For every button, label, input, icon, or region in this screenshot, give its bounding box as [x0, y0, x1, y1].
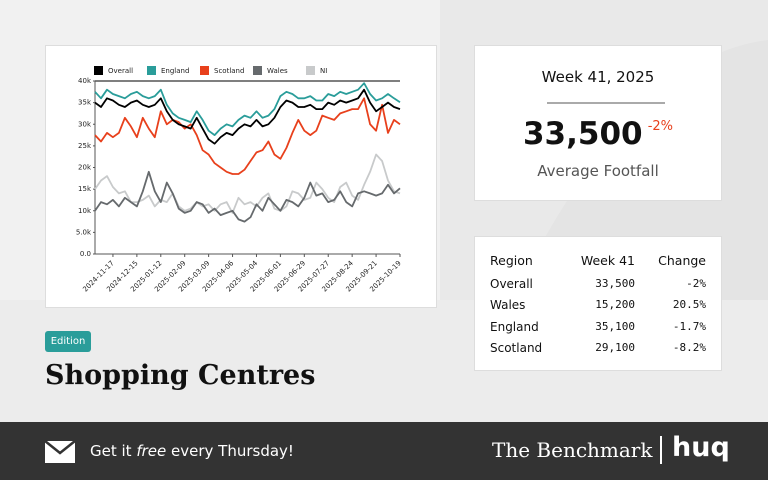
summary-card: Week 41, 2025 33,500 -2% Average Footfal… [474, 45, 722, 201]
table-cell: England [490, 319, 539, 334]
mail-icon[interactable] [44, 440, 76, 464]
edition-badge: Edition [45, 331, 91, 352]
page-title: Shopping Centres [45, 360, 316, 391]
table-header: Change [658, 253, 706, 268]
cta-start: Get it [90, 442, 132, 460]
line-series [94, 170, 401, 223]
table-cell: Wales [490, 298, 526, 313]
table-header: Week 41 [580, 253, 635, 268]
footer: Get it free every Thursday! The Benchmar… [0, 422, 768, 480]
table-cell: Scotland [490, 340, 543, 355]
table-card: Region Week 41 Change Overall 33,500 -2% Wales… [474, 236, 722, 371]
legend-swatch [253, 66, 262, 75]
chart: 0.05.0k10k15k20k25k30k35k40k2024-11-1720… [76, 66, 403, 294]
y-tick-label: 15k [78, 185, 92, 193]
logo[interactable]: huq [672, 432, 730, 463]
y-tick-label: 25k [78, 142, 92, 150]
legend-swatch [94, 66, 103, 75]
legend-label: England [161, 67, 189, 75]
table-cell: -2% [686, 277, 706, 290]
chart-card: 0.0 5.0k 10k 15k 20k 25k 30k 35k 40k 2024-11-17 20… [45, 45, 437, 308]
footfall-label: Average Footfall [537, 162, 659, 180]
week-label: Week 41, 2025 [541, 68, 655, 86]
table-header: Region [490, 253, 533, 268]
divider [547, 102, 665, 104]
table-cell: Overall [490, 277, 533, 291]
legend-label: Scotland [214, 67, 244, 75]
cta[interactable]: Get it free every Thursday! [90, 442, 294, 460]
headline: 33,500 -2% [475, 116, 721, 152]
brand: The Benchmark [492, 438, 653, 462]
y-tick-label: 10k [78, 207, 92, 215]
table-cell: -1.7% [672, 319, 706, 333]
y-tick-label: 20k [78, 164, 92, 172]
line-series [94, 153, 401, 214]
cta-end: every Thursday! [171, 442, 294, 460]
table-cell: 29,100 [595, 340, 635, 354]
footfall-value: 33,500 [522, 116, 643, 152]
y-tick-label: 35k [78, 99, 92, 107]
table-cell: -8.2% [672, 340, 706, 354]
y-tick-label: 5.0k [76, 228, 92, 236]
line-series [94, 97, 401, 175]
line-series [94, 82, 401, 136]
table-cell: 33,500 [595, 277, 635, 290]
legend-swatch [147, 66, 156, 75]
table-cell: 15,200 [595, 298, 635, 312]
brand-separator [660, 436, 662, 464]
table-cell: 35,100 [595, 319, 635, 333]
y-tick-label: 0.0 [80, 250, 91, 258]
y-tick-label: 40k [78, 77, 92, 85]
cta-emphasis: free [136, 442, 167, 460]
legend-label: Wales [267, 67, 288, 75]
line-series [94, 88, 401, 145]
table-cell: 20.5% [672, 298, 706, 312]
legend-swatch [200, 66, 209, 75]
y-tick-label: 30k [78, 120, 92, 128]
legend-label: Overall [108, 67, 133, 75]
legend-swatch [306, 66, 315, 75]
footfall-change: -2% [647, 119, 674, 134]
legend-label: NI [320, 67, 327, 75]
